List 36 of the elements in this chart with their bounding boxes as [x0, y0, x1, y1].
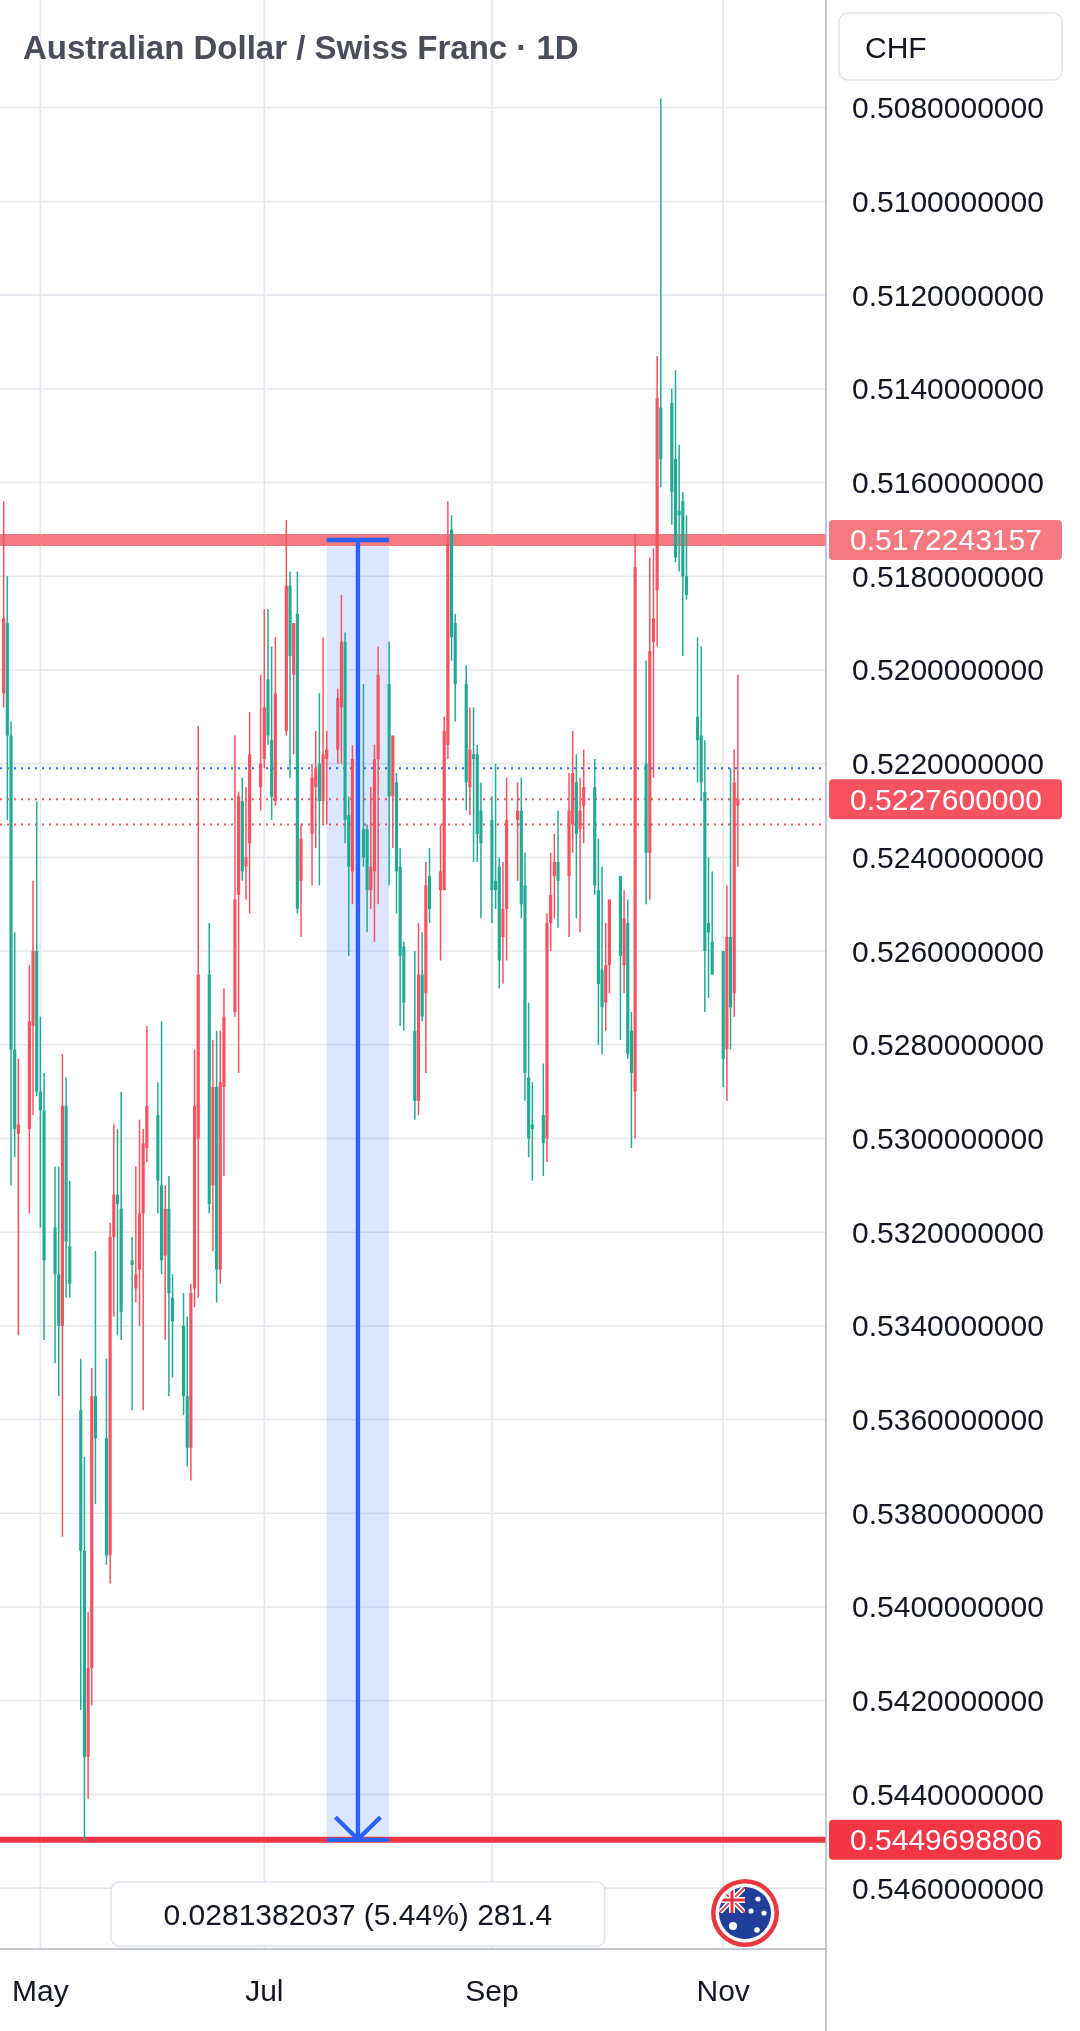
y-tick-label: 0.5120000000: [852, 278, 1044, 312]
y-tick-label: 0.5100000000: [852, 184, 1044, 218]
candlestick: [134, 1165, 138, 1304]
y-axis-title: CHF: [865, 30, 927, 64]
y-tick-label: 0.5140000000: [852, 372, 1044, 406]
y-tick-label: 0.5220000000: [852, 747, 1044, 781]
band-label: 0.0281382037 (5.44%) 281.4: [163, 1897, 553, 1931]
x-tick-label: May: [12, 1973, 69, 2007]
y-tick-label: 0.5400000000: [852, 1590, 1044, 1624]
candlestick: [556, 809, 560, 929]
y-tick-label: 0.5300000000: [852, 1121, 1044, 1155]
y-tick-label: 0.5320000000: [852, 1215, 1044, 1249]
candlestick: [16, 1058, 20, 1336]
x-tick-label: Jul: [245, 1973, 284, 2007]
y-tick-label: 0.5200000000: [852, 653, 1044, 687]
y-tick-label: 0.5460000000: [852, 1871, 1044, 1905]
y-tick-label: 0.5080000000: [852, 91, 1044, 125]
ref-line-label: 0.5449698806: [850, 1823, 1042, 1857]
y-tick-label: 0.5360000000: [852, 1403, 1044, 1437]
candlestick: [530, 1081, 534, 1182]
candlestick: [552, 833, 556, 920]
ref-line-label: 0.5227600000: [850, 782, 1042, 816]
y-tick-label: 0.5380000000: [852, 1496, 1044, 1530]
y-tick-label: 0.5160000000: [852, 466, 1044, 500]
candlestick: [130, 1236, 134, 1411]
x-tick-label: Sep: [465, 1973, 519, 2007]
y-tick-label: 0.5280000000: [852, 1028, 1044, 1062]
x-tick-label: Nov: [696, 1973, 750, 2007]
y-tick-label: 0.5240000000: [852, 840, 1044, 874]
y-tick-label: 0.5260000000: [852, 934, 1044, 968]
ref-line-label: 0.5172243157: [850, 523, 1042, 557]
y-tick-label: 0.5340000000: [852, 1309, 1044, 1343]
y-tick-label: 0.5420000000: [852, 1684, 1044, 1718]
y-tick-label: 0.5440000000: [852, 1777, 1044, 1811]
y-tick-label: 0.5180000000: [852, 559, 1044, 593]
text: Australian Dollar / Swiss Franc · 1D: [23, 28, 579, 66]
